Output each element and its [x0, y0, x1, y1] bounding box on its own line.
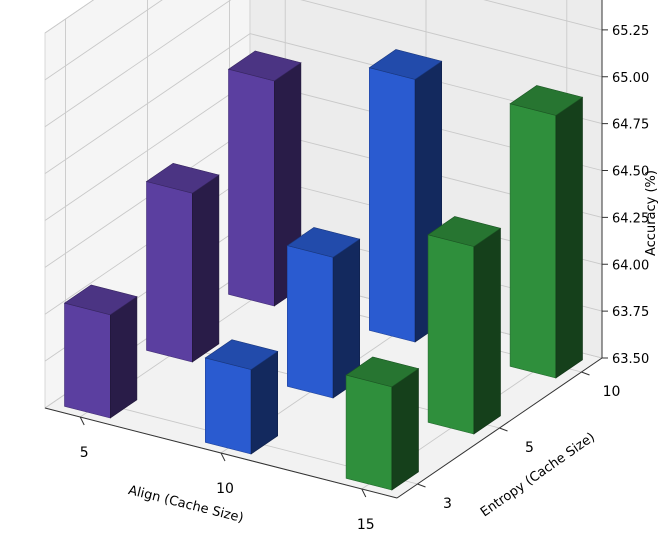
y-tick-label: 3 — [443, 496, 452, 512]
bar-front-face — [146, 181, 193, 363]
bar-top-face — [227, 50, 302, 82]
bar-top-face — [145, 162, 220, 194]
bar-top-face — [63, 284, 138, 316]
bar-align-5-entropy-5 — [145, 162, 220, 363]
z-tick-label: 63.50 — [612, 352, 649, 367]
z-tick-label: 63.75 — [612, 305, 649, 320]
z-tick-label: 64.25 — [612, 211, 649, 226]
bar-side-face — [391, 368, 419, 491]
y-tick-mark — [499, 427, 508, 432]
x-tick-mark — [361, 488, 367, 498]
bar-side-face — [555, 96, 583, 379]
bar-side-face — [110, 296, 138, 419]
y-tick-label: 5 — [525, 440, 534, 456]
bar-top-face — [286, 227, 361, 258]
bar-top-face — [427, 216, 502, 247]
bar-align-5-entropy-3 — [63, 284, 138, 419]
tick-labels: 5 10 15 3 5 10 63.50 63.75 64.00 64.25 64.50 64.75 6… — [79, 24, 649, 533]
bars — [63, 49, 584, 491]
z-tick-label: 64.00 — [612, 258, 649, 273]
bar-front-face — [228, 68, 275, 307]
bar-front-face — [345, 374, 393, 491]
bar-top-face — [509, 85, 584, 116]
x-tick-label: 15 — [357, 517, 375, 533]
bar-align-15-entropy-10 — [509, 85, 584, 379]
bar-front-face — [205, 357, 252, 455]
z-tick-label: 65.25 — [612, 24, 649, 39]
z-tick-label: 65.00 — [612, 71, 649, 86]
bar-top-face — [204, 339, 279, 370]
bar-front-face — [427, 234, 475, 435]
z-grid-line — [44, 33, 603, 174]
bar-front-face — [286, 245, 334, 399]
bar-align-10-entropy-5 — [286, 227, 361, 399]
bar-front-face — [368, 67, 416, 343]
bar-front-face — [509, 103, 557, 379]
bar-align-15-entropy-5 — [427, 216, 502, 435]
bar-align-15-entropy-3 — [345, 356, 420, 491]
x-tick-label: 5 — [80, 445, 89, 461]
x-tick-mark — [220, 452, 226, 462]
x-tick-mark — [79, 416, 85, 426]
bar-side-face — [473, 227, 501, 435]
y-tick-mark — [581, 371, 590, 376]
x-tick-label: 10 — [216, 481, 234, 497]
bar-top-face — [368, 49, 443, 80]
y-axis-title: Entropy (Cache Size) — [478, 430, 598, 520]
bar-front-face — [64, 302, 111, 419]
z-grid-line — [44, 0, 603, 128]
z-tick-label: 64.75 — [612, 118, 649, 133]
z-tick-label: 64.50 — [612, 165, 649, 180]
y-tick-label: 10 — [603, 384, 621, 400]
bar-align-10-entropy-3 — [204, 339, 279, 455]
bar-align-10-entropy-10 — [368, 49, 443, 343]
bar-top-face — [345, 356, 420, 388]
z-axis-title: Accuracy (%) — [644, 170, 659, 256]
y-tick-mark — [417, 483, 426, 488]
bar-side-face — [192, 174, 220, 363]
z-grid-line — [44, 0, 603, 81]
